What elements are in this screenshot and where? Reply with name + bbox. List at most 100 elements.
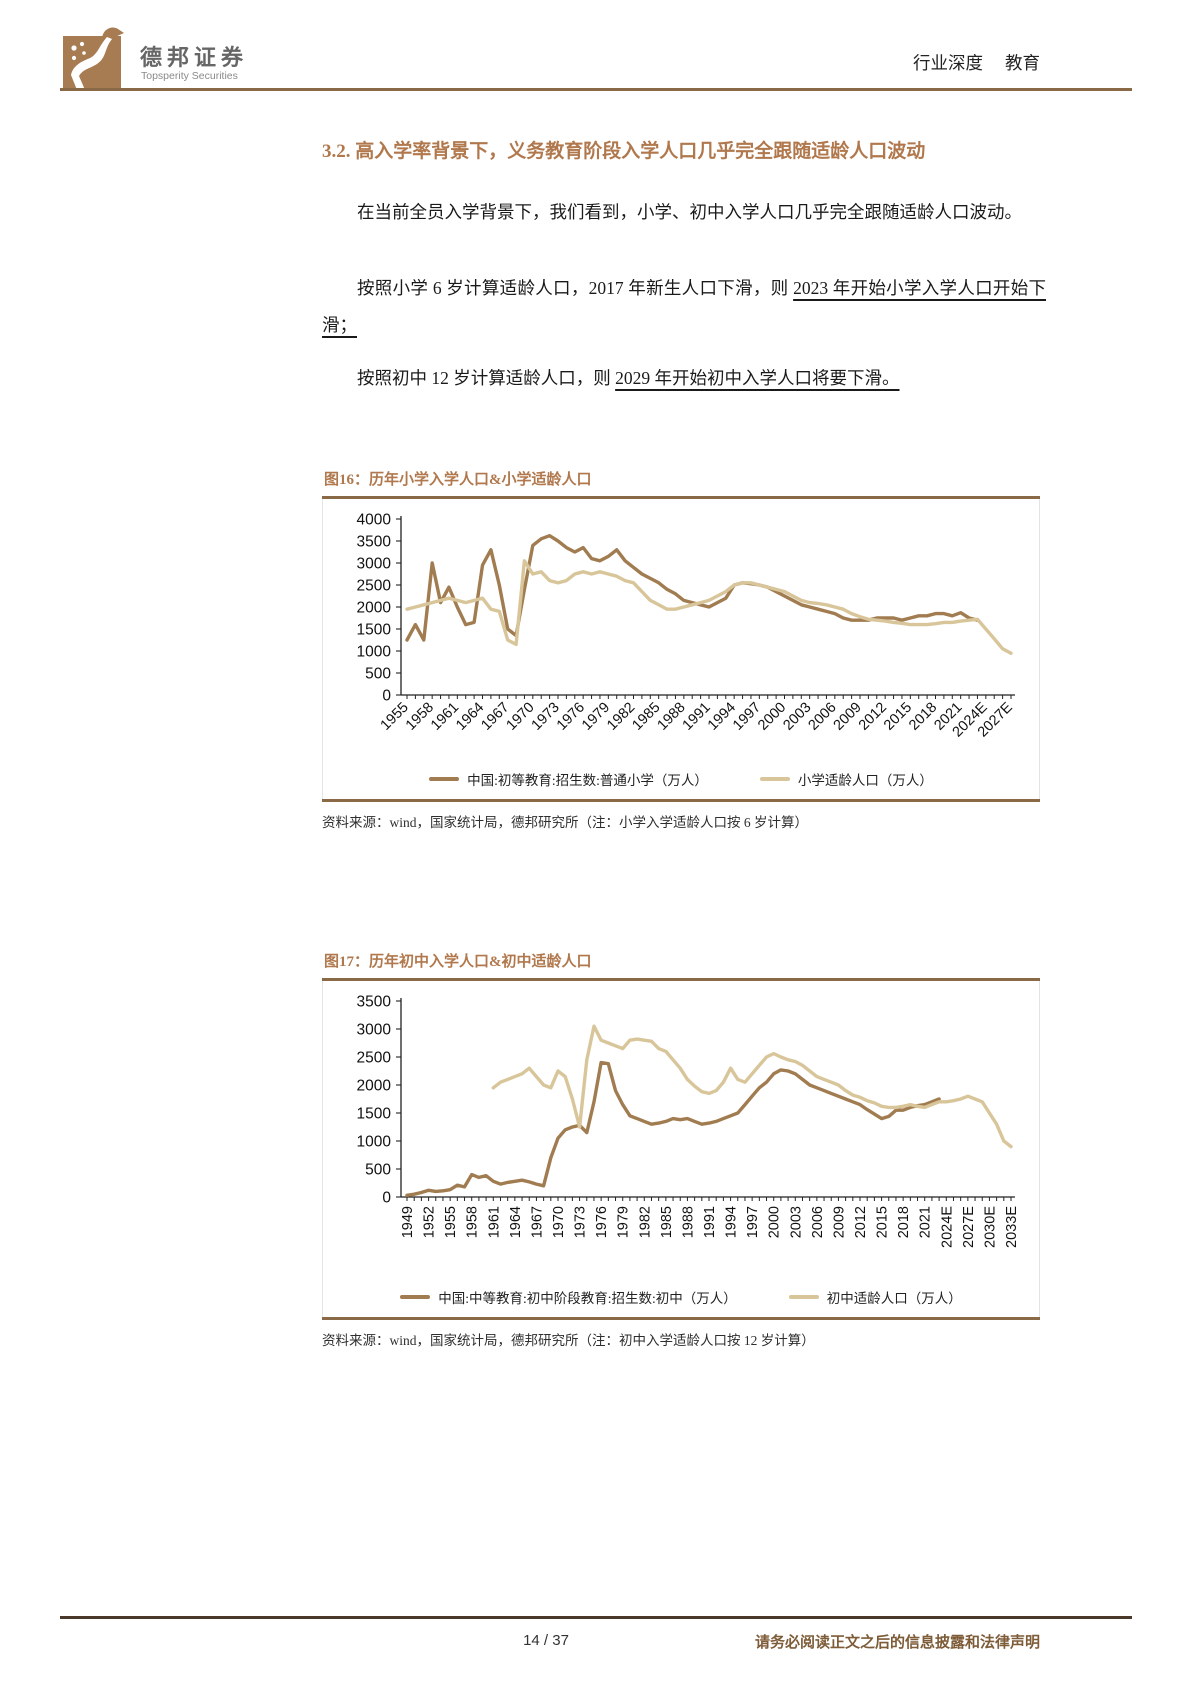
svg-text:2006: 2006 [810, 1206, 826, 1238]
paragraph-intro: 在当前全员入学背景下，我们看到，小学、初中入学人口几乎完全跟随适龄人口波动。 [357, 202, 1022, 222]
legend-swatch-light [788, 1295, 819, 1299]
svg-text:4000: 4000 [357, 512, 392, 529]
svg-text:1991: 1991 [702, 1206, 718, 1238]
report-category: 行业深度 教育 [913, 50, 1040, 75]
svg-text:1976: 1976 [594, 1206, 610, 1238]
figure-17-bottom-rule [322, 1317, 1040, 1320]
legend-label-age-population: 初中适龄人口（万人） [826, 1291, 962, 1306]
footer-divider [60, 1616, 1132, 1619]
svg-text:2033E: 2033E [1004, 1206, 1020, 1248]
svg-text:3500: 3500 [357, 534, 392, 551]
svg-text:2500: 2500 [357, 1050, 392, 1067]
legend-swatch-dark [400, 1295, 431, 1299]
svg-text:2000: 2000 [755, 700, 789, 734]
svg-text:1958: 1958 [465, 1206, 481, 1238]
svg-text:2000: 2000 [357, 600, 392, 617]
svg-text:2009: 2009 [831, 1206, 847, 1238]
legend-item-enrollment: 中国:初等教育:招生数:普通小学（万人） [429, 769, 708, 789]
svg-text:1000: 1000 [357, 644, 392, 661]
paragraph-primary-school: 按照小学 6 岁计算适龄人口，2017 年新生人口下滑，则 2023 年开始小学… [322, 270, 1046, 344]
figure-16-title: 图16：历年小学入学人口&小学适龄人口 [324, 472, 592, 488]
svg-text:2018: 2018 [906, 700, 940, 734]
doc-topic-label: 教育 [1005, 53, 1040, 73]
legend-label-enrollment: 中国:中等教育:初中阶段教育:招生数:初中（万人） [438, 1291, 737, 1306]
legend-swatch-dark [429, 777, 460, 781]
figure-16-chart-area: 0 500 1000 1500 2000 2500 3000 3500 4000 1955 1958… [322, 499, 1040, 799]
svg-text:2021: 2021 [918, 1206, 934, 1238]
legend-label-age-population: 小学适龄人口（万人） [797, 773, 933, 788]
svg-text:1955: 1955 [378, 700, 412, 734]
svg-text:1961: 1961 [428, 700, 462, 734]
svg-text:1979: 1979 [616, 1206, 632, 1238]
figure-16-top-rule [322, 496, 1040, 499]
svg-text:1997: 1997 [745, 1206, 761, 1238]
paragraph-middle-underline: 2029 年开始初中入学人口将要下滑。 [615, 368, 900, 388]
figure-17-title: 图17：历年初中入学人口&初中适龄人口 [324, 954, 592, 970]
svg-text:3000: 3000 [357, 556, 392, 573]
svg-text:2024E: 2024E [939, 1206, 955, 1248]
brand-name-en: Topsperity Securities [141, 70, 238, 82]
svg-text:2012: 2012 [853, 1206, 869, 1238]
section-heading: 3.2. 高入学率背景下，义务教育阶段入学人口几乎完全跟随适龄人口波动 [322, 141, 926, 162]
svg-text:500: 500 [365, 666, 391, 683]
svg-text:1973: 1973 [573, 1206, 589, 1238]
legend-item-age-population: 小学适龄人口（万人） [759, 769, 933, 789]
svg-text:1964: 1964 [508, 1206, 524, 1238]
svg-text:2015: 2015 [881, 700, 915, 734]
figure-17-chart-svg: 0 500 1000 1500 2000 2500 3000 3500 1949 1952 1955… [357, 994, 1020, 1248]
figure-17-source: 资料来源：wind，国家统计局，德邦研究所（注：初中入学适龄人口按 12 岁计算… [322, 1333, 815, 1348]
brand-name-cn: 德邦证券 [140, 45, 249, 70]
figure-16-bottom-rule [322, 799, 1040, 802]
svg-text:1500: 1500 [357, 622, 392, 639]
doc-type-label: 行业深度 [913, 53, 983, 73]
svg-text:1979: 1979 [579, 700, 613, 734]
svg-text:2030E: 2030E [982, 1206, 998, 1248]
figure-17-top-rule [322, 978, 1040, 981]
svg-text:1988: 1988 [655, 700, 689, 734]
svg-text:1973: 1973 [529, 700, 563, 734]
svg-text:1982: 1982 [637, 1206, 653, 1238]
figure-17: 图17：历年初中入学人口&初中适龄人口 0 500 1000 1500 2000 2500… [322, 950, 1040, 1349]
svg-text:0: 0 [382, 1190, 391, 1207]
legend-swatch-light [759, 777, 790, 781]
svg-text:2015: 2015 [875, 1206, 891, 1238]
leopard-logo-icon [62, 24, 126, 92]
paragraph-primary-underline: 2023 年开始小学入学人口开始下滑； [322, 278, 1047, 335]
figure-16-legend: 中国:初等教育:招生数:普通小学（万人） 小学适龄人口（万人） [323, 769, 1039, 789]
svg-text:1952: 1952 [422, 1206, 438, 1238]
svg-text:1988: 1988 [680, 1206, 696, 1238]
legend-item-age-population: 初中适龄人口（万人） [788, 1287, 962, 1307]
figure-16-chart-svg: 0 500 1000 1500 2000 2500 3000 3500 4000 19551958… [357, 512, 1017, 741]
svg-text:1985: 1985 [659, 1206, 675, 1238]
page-number: 14 / 37 [523, 1632, 569, 1649]
figure-17-chart-area: 0 500 1000 1500 2000 2500 3000 3500 1949 1952 1955… [322, 981, 1040, 1317]
svg-text:1964: 1964 [453, 700, 487, 734]
footer-disclaimer: 请务必阅读正文之后的信息披露和法律声明 [754, 1635, 1040, 1651]
svg-text:1982: 1982 [604, 700, 638, 734]
svg-text:1500: 1500 [357, 1106, 392, 1123]
svg-text:1970: 1970 [504, 700, 538, 734]
svg-text:2000: 2000 [357, 1078, 392, 1095]
svg-text:1970: 1970 [551, 1206, 567, 1238]
paragraph-middle-normal: 按照初中 12 岁计算适龄人口，则 [357, 368, 616, 388]
legend-item-enrollment: 中国:中等教育:初中阶段教育:招生数:初中（万人） [400, 1287, 737, 1307]
paragraph-middle-school: 按照初中 12 岁计算适龄人口，则 2029 年开始初中入学人口将要下滑。 [322, 360, 1046, 397]
svg-text:2027E: 2027E [961, 1206, 977, 1248]
svg-text:1949: 1949 [400, 1206, 416, 1238]
legend-label-enrollment: 中国:初等教育:招生数:普通小学（万人） [467, 773, 708, 788]
svg-text:1961: 1961 [486, 1206, 502, 1238]
figure-16: 图16：历年小学入学人口&小学适龄人口 0 500 1000 1500 2000 2500… [322, 468, 1040, 831]
svg-text:2012: 2012 [856, 700, 890, 734]
svg-text:2500: 2500 [357, 578, 392, 595]
svg-text:2006: 2006 [806, 700, 840, 734]
svg-text:1967: 1967 [529, 1206, 545, 1238]
svg-text:1994: 1994 [724, 1206, 740, 1238]
figure-17-legend: 中国:中等教育:初中阶段教育:招生数:初中（万人） 初中适龄人口（万人） [323, 1287, 1039, 1307]
svg-text:2018: 2018 [896, 1206, 912, 1238]
svg-text:2003: 2003 [788, 1206, 804, 1238]
paragraph-primary-normal: 按照小学 6 岁计算适龄人口，2017 年新生人口下滑，则 [357, 278, 794, 298]
svg-text:3500: 3500 [357, 994, 392, 1011]
svg-text:2009: 2009 [831, 700, 865, 734]
svg-text:3000: 3000 [357, 1022, 392, 1039]
